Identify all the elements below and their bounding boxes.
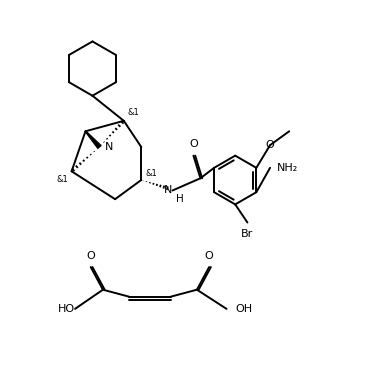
Text: &1: &1: [145, 169, 157, 178]
Text: O: O: [189, 139, 198, 149]
Text: Br: Br: [241, 229, 254, 239]
Text: HO: HO: [58, 304, 75, 314]
Text: &1: &1: [56, 175, 68, 185]
Text: H: H: [176, 194, 183, 204]
Text: &1: &1: [127, 108, 139, 117]
Text: O: O: [266, 140, 274, 150]
Text: OH: OH: [235, 304, 252, 314]
Text: N: N: [105, 142, 113, 152]
Text: NH₂: NH₂: [277, 163, 298, 173]
Text: O: O: [205, 251, 213, 261]
Text: O: O: [86, 251, 95, 261]
Polygon shape: [85, 131, 101, 148]
Text: N: N: [164, 185, 172, 196]
